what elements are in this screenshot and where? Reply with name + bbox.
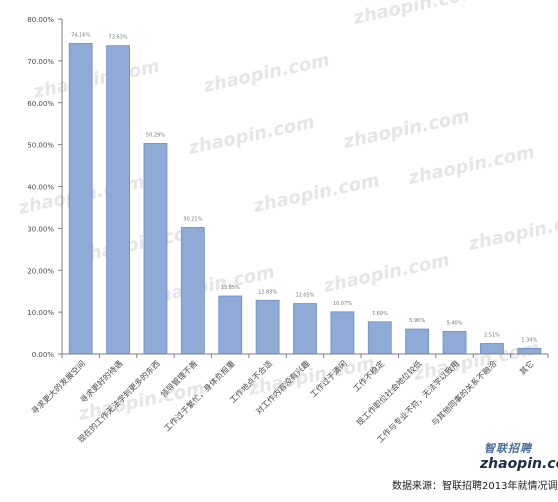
watermark-text-5: zhaopin.com — [341, 106, 472, 153]
y-tick-label-8: 80.00% — [27, 16, 54, 24]
y-tick-labels: 0.00% 10.00% 20.00% 30.00% 40.00% 50.00% 60.00… — [27, 16, 54, 359]
bar-6 — [293, 303, 317, 355]
data-source-note: 数据来源：智联招聘2013年就情况调研 — [392, 481, 558, 492]
bar-7 — [330, 311, 355, 355]
value-label-11: 2.51% — [484, 332, 500, 338]
bar-3 — [180, 227, 205, 355]
value-label-2: 50.29% — [146, 132, 165, 138]
y-tick-label-1: 10.00% — [27, 309, 54, 317]
watermark-text-11: zhaopin.com — [466, 208, 558, 255]
bar-12 — [517, 347, 542, 355]
bar-11 — [480, 343, 504, 355]
value-label-12: 1.34% — [521, 337, 537, 343]
watermark-text-4: zhaopin.com — [186, 112, 317, 159]
y-tick-label-3: 30.00% — [27, 225, 54, 233]
bar-1 — [106, 45, 130, 355]
watermark-text-8: zhaopin.com — [406, 142, 537, 189]
value-label-1: 73.63% — [109, 35, 128, 41]
watermark-text-10: zhaopin.com — [321, 250, 452, 297]
y-tick-label-2: 20.00% — [27, 267, 54, 275]
bar-8 — [367, 321, 392, 355]
value-label-0: 74.16% — [71, 32, 90, 38]
bar-0 — [68, 43, 93, 355]
watermark-text-7: zhaopin.com — [251, 170, 382, 217]
value-label-7: 10.07% — [333, 301, 352, 307]
value-label-9: 5.96% — [409, 318, 425, 324]
y-tick-label-0: 0.00% — [32, 351, 55, 359]
value-label-3: 30.21% — [183, 216, 202, 222]
brand-logo: 智联招聘 zhaopin.com — [480, 442, 558, 473]
value-label-6: 12.05% — [295, 293, 314, 299]
value-label-5: 12.83% — [258, 289, 277, 295]
watermark-layer: zhaopin.com zhaopin.comzhaopin.comzhaopin… — [16, 0, 558, 425]
logo-domain-text: zhaopin.com — [480, 456, 558, 472]
axis-layer — [61, 19, 549, 358]
bar-9 — [405, 328, 430, 355]
grid-layer — [58, 18, 62, 355]
bar-2 — [143, 143, 168, 355]
y-tick-label-7: 70.00% — [27, 58, 54, 66]
y-tick-label-6: 60.00% — [27, 100, 54, 108]
bar-4 — [218, 295, 243, 355]
watermark-text-1: zhaopin.com — [201, 50, 332, 97]
value-label-4: 13.85% — [221, 285, 240, 291]
y-tick-label-4: 40.00% — [27, 184, 54, 192]
value-label-10: 5.40% — [447, 320, 463, 326]
y-tick-label-5: 50.00% — [27, 142, 54, 150]
bar-5 — [255, 299, 280, 355]
watermark-text-2: zhaopin.com — [351, 0, 482, 29]
bar-10 — [442, 330, 467, 355]
value-labels: 74.16% 73.63% 50.29% 30.21% 13.85% 12.83% 12.0… — [71, 32, 537, 343]
logo-mark-text: 智联招聘 — [484, 442, 532, 455]
value-label-8: 7.69% — [372, 311, 388, 317]
